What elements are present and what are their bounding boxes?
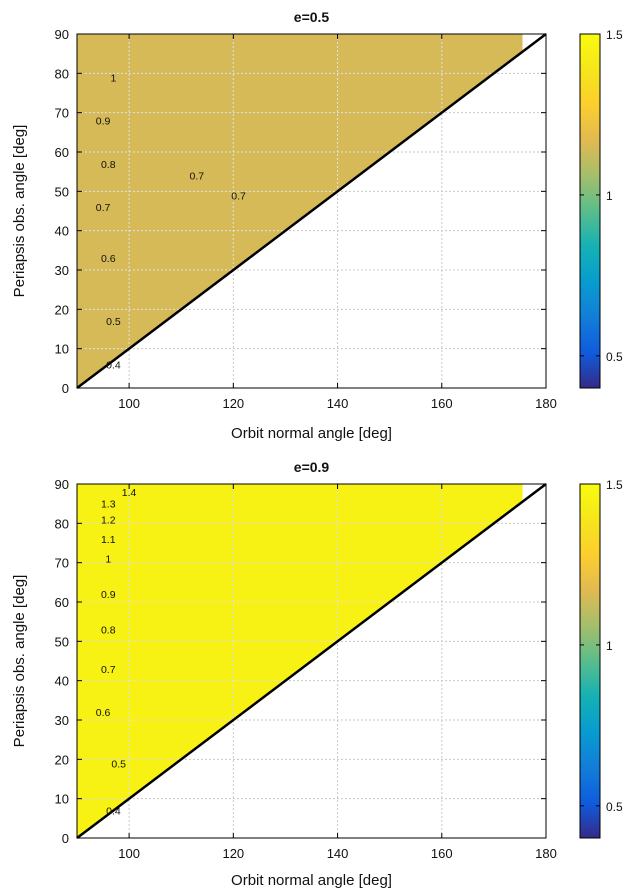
contour-label: 0.6: [96, 707, 111, 719]
y-tick-label: 20: [55, 752, 69, 767]
contour-label: 0.6: [101, 253, 116, 265]
colorbar-tick-label: 1.5: [606, 28, 623, 42]
contour-label: 1.1: [101, 534, 116, 546]
chart-title: e=0.5: [294, 9, 330, 25]
y-tick-label: 20: [55, 302, 69, 317]
contour-label: 0.9: [101, 589, 116, 601]
contour-label: 0.8: [101, 625, 116, 637]
contour-label: 1.3: [101, 499, 116, 511]
contour-label: 0.4: [106, 359, 121, 371]
y-tick-label: 30: [55, 713, 69, 728]
y-tick-label: 90: [55, 477, 69, 492]
contour-label: 0.4: [106, 805, 121, 817]
y-tick-label: 40: [55, 224, 69, 239]
diagonal-boundary: [76, 483, 547, 839]
y-tick-label: 0: [62, 831, 69, 846]
colorbar-gradient: [579, 483, 601, 839]
axes-box: [76, 33, 547, 389]
contour-label: 0.9: [96, 116, 111, 128]
y-tick-label: 50: [55, 634, 69, 649]
colorbar-gradient: [579, 33, 601, 389]
colorbar-tick-label: 1.5: [606, 478, 623, 492]
y-tick-label: 60: [55, 595, 69, 610]
contour-fill: [77, 34, 523, 388]
x-tick-label: 180: [535, 396, 557, 411]
y-tick-label: 10: [55, 792, 69, 807]
contour-fill: [77, 484, 523, 838]
y-tick-label: 30: [55, 263, 69, 278]
x-tick-label: 160: [431, 396, 453, 411]
colorbar-tick-label: 0.5: [606, 800, 623, 814]
x-tick-label: 160: [431, 846, 453, 861]
y-tick-label: 80: [55, 516, 69, 531]
axes-box: [76, 483, 547, 839]
x-tick-label: 180: [535, 846, 557, 861]
y-tick-label: 50: [55, 184, 69, 199]
contour-band: [77, 484, 523, 838]
contour-label: 1.2: [101, 514, 116, 526]
contour-labels: 0.4 0.5 0.6 0.7 0.8 0.9 1 1.1 1.2 1.3 1.4: [96, 487, 137, 818]
ticks: 100 120 140 160 180 0 10 20 30 40 50 60 70 80 90: [55, 27, 557, 411]
x-tick-label: 100: [118, 846, 140, 861]
y-tick-label: 0: [62, 381, 69, 396]
y-tick-label: 60: [55, 145, 69, 160]
y-axis-label: Periapsis obs. angle [deg]: [11, 125, 28, 298]
colorbar-tick-label: 1: [606, 189, 613, 203]
contour-labels: 0.4 0.5 0.6 0.7 0.8 0.9 1 0.7 0.7: [96, 72, 246, 371]
colorbar-tick-label: 0.5: [606, 350, 623, 364]
x-tick-label: 140: [327, 846, 349, 861]
contour-label: 0.7: [101, 664, 116, 676]
diagonal-boundary: [76, 33, 547, 389]
contour-label: 1.4: [122, 487, 137, 499]
contour-label: 0.7: [96, 202, 111, 214]
ticks: 100 120 140 160 180 0 10 20 30 40 50 60 70 80 90: [55, 477, 557, 861]
contour-label: 1: [111, 72, 117, 84]
contour-label: 0.7: [231, 190, 246, 202]
x-tick-label: 100: [118, 396, 140, 411]
contour-label: 0.8: [101, 159, 116, 171]
contour-label: 1: [105, 554, 111, 566]
y-tick-label: 80: [55, 66, 69, 81]
y-tick-label: 70: [55, 556, 69, 571]
chart-title: e=0.9: [294, 459, 330, 475]
colorbar: 0.5 1 1.5: [579, 28, 623, 389]
x-axis-label: Orbit normal angle [deg]: [231, 872, 392, 889]
y-tick-label: 10: [55, 342, 69, 357]
contour-label: 0.7: [190, 171, 205, 183]
contour-label: 0.5: [111, 758, 126, 770]
y-tick-label: 70: [55, 106, 69, 121]
colorbar: 0.5 1 1.5: [579, 478, 623, 839]
x-tick-label: 140: [327, 396, 349, 411]
x-tick-label: 120: [222, 396, 244, 411]
y-tick-label: 90: [55, 27, 69, 42]
y-tick-label: 40: [55, 674, 69, 689]
colorbar-tick-label: 1: [606, 639, 613, 653]
contour-label: 0.5: [106, 316, 121, 328]
y-axis-label: Periapsis obs. angle [deg]: [11, 575, 28, 748]
x-tick-label: 120: [222, 846, 244, 861]
contour-band: [77, 34, 523, 388]
x-axis-label: Orbit normal angle [deg]: [231, 425, 392, 442]
